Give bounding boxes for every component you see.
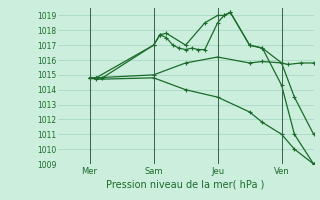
X-axis label: Pression niveau de la mer( hPa ): Pression niveau de la mer( hPa ) [107,180,265,190]
